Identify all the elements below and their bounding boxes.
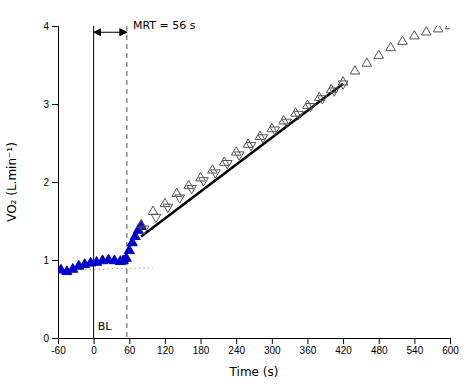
y-axis-line: [52, 27, 59, 339]
x-tick-mark: [201, 338, 202, 344]
vertical-line: [93, 26, 94, 338]
x-tick-mark: [414, 338, 415, 344]
x-tick-label: 480: [371, 345, 388, 356]
x-tick-label: 540: [407, 345, 424, 356]
vline-label: BL: [98, 320, 113, 333]
point: [163, 204, 173, 212]
point: [199, 178, 209, 186]
x-tick-mark: [450, 338, 451, 344]
x-tick: 60: [124, 338, 136, 356]
y-tick: 4: [43, 21, 58, 32]
line: [141, 84, 343, 237]
point: [445, 26, 450, 29]
point: [148, 206, 158, 214]
marks: [58, 26, 450, 338]
y-tick-mark: [52, 104, 58, 105]
x-tick: 540: [407, 338, 424, 356]
point: [350, 66, 360, 74]
x-tick: 300: [264, 338, 281, 356]
annotation-texts: BL MRT = 56 s: [98, 19, 196, 333]
x-tick-mark: [379, 338, 380, 344]
x-tick-label: -60: [51, 345, 66, 356]
x-tick-label: 240: [228, 345, 245, 356]
y-tick: 0: [43, 333, 58, 344]
point: [187, 185, 197, 193]
point: [175, 195, 185, 203]
x-tick-mark: [129, 338, 130, 344]
point: [270, 127, 280, 135]
x-tick: 420: [335, 338, 352, 356]
point: [433, 26, 443, 32]
point: [386, 42, 396, 50]
point: [317, 96, 327, 104]
x-tick-label: 120: [157, 345, 174, 356]
y-tick-mark: [52, 338, 58, 339]
y-tick-mark: [52, 26, 58, 27]
point: [246, 143, 256, 151]
point: [338, 81, 348, 89]
x-tick-mark: [165, 338, 166, 344]
y-tick-label: 4: [43, 21, 49, 32]
x-tick-label: 0: [91, 345, 97, 356]
point: [196, 173, 206, 181]
point: [329, 88, 339, 96]
double-arrow: [94, 32, 127, 33]
x-tick-label: 420: [335, 345, 352, 356]
x-tick-label: 60: [124, 345, 136, 356]
x-tick-label: 180: [193, 345, 210, 356]
y-tick-label: 1: [43, 255, 49, 266]
point: [421, 27, 431, 35]
x-tick: 120: [157, 338, 174, 356]
x-tick: 180: [193, 338, 210, 356]
point: [184, 180, 194, 188]
vertical-line: [126, 26, 127, 338]
y-tick-mark: [52, 260, 58, 261]
chart: -6006012018024030036042048054060001234Ti…: [0, 0, 474, 386]
x-tick: 600: [442, 338, 459, 356]
point: [222, 161, 232, 169]
y-tick: 3: [43, 99, 58, 110]
y-tick: 1: [43, 255, 58, 266]
x-tick-mark: [94, 338, 95, 344]
x-tick: 480: [371, 338, 388, 356]
x-tick: 0: [91, 338, 97, 356]
point: [362, 58, 372, 66]
point: [398, 36, 408, 44]
x-tick-mark: [272, 338, 273, 344]
point: [139, 226, 149, 234]
x-tick-mark: [236, 338, 237, 344]
point: [282, 119, 292, 127]
point: [258, 135, 268, 143]
x-axis: -60 0 60 120 180 240 300 360 420 480 540 600: [51, 338, 459, 356]
point: [211, 170, 221, 178]
plot: -6006012018024030036042048054060001234Ti…: [5, 19, 459, 379]
y-axis: 0 1 2 3 4: [43, 21, 58, 344]
arrow-label: MRT = 56 s: [133, 19, 196, 32]
point: [374, 50, 384, 58]
point: [410, 31, 420, 39]
point: [306, 104, 316, 112]
x-tick: 360: [300, 338, 317, 356]
y-axis-title: VO₂ (L.min⁻¹): [5, 142, 19, 222]
y-tick-mark: [52, 182, 58, 183]
x-axis-line: [59, 339, 451, 345]
y-tick-label: 2: [43, 177, 49, 188]
point: [160, 198, 170, 206]
x-tick: 240: [228, 338, 245, 356]
x-axis-title: Time (s): [229, 365, 279, 379]
point: [208, 165, 218, 173]
x-tick-label: 360: [300, 345, 317, 356]
point: [151, 214, 161, 222]
point: [294, 111, 304, 119]
x-tick-label: 300: [264, 345, 281, 356]
y-tick: 2: [43, 177, 58, 188]
y-tick-label: 3: [43, 99, 49, 110]
x-tick-mark: [343, 338, 344, 344]
y-tick-label: 0: [43, 333, 49, 344]
x-tick-label: 600: [442, 345, 459, 356]
x-tick: -60: [51, 338, 66, 356]
x-tick-mark: [307, 338, 308, 344]
point: [231, 147, 241, 155]
point: [234, 152, 244, 160]
